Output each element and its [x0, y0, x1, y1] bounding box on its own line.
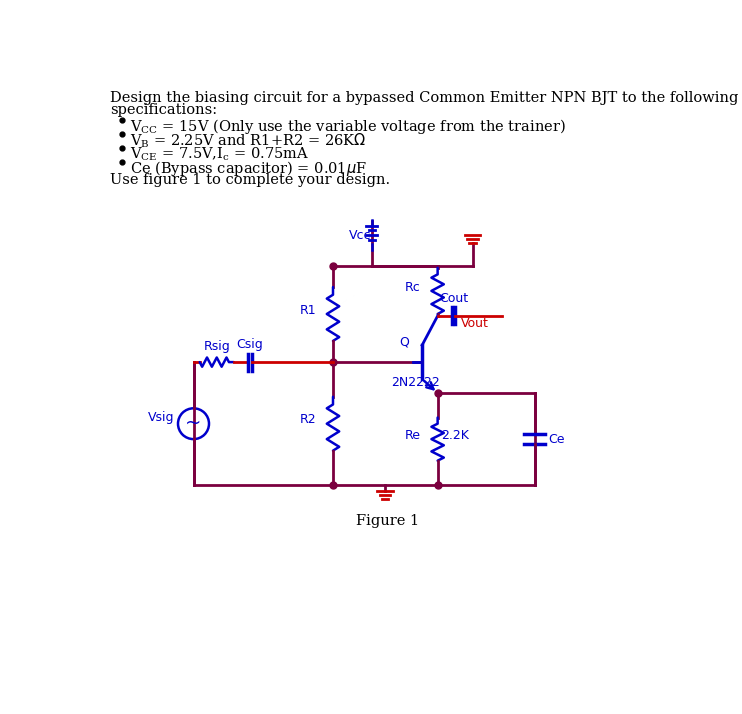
- Text: Vsig: Vsig: [148, 411, 175, 424]
- Text: specifications:: specifications:: [110, 104, 217, 117]
- Text: Re: Re: [404, 429, 421, 442]
- Text: 2N2222: 2N2222: [391, 376, 440, 389]
- Text: Cout: Cout: [439, 292, 468, 305]
- Text: V$_{\mathregular{CC}}$ = 15V (Only use the variable voltage from the trainer): V$_{\mathregular{CC}}$ = 15V (Only use t…: [130, 117, 566, 136]
- Text: V$_{\mathregular{B}}$ = 2.25V and R1+R2 = 26K$\Omega$: V$_{\mathregular{B}}$ = 2.25V and R1+R2 …: [130, 131, 367, 150]
- Text: Vcc: Vcc: [349, 228, 371, 241]
- Text: Use figure 1 to complete your design.: Use figure 1 to complete your design.: [110, 173, 390, 186]
- Text: R1: R1: [299, 303, 316, 316]
- Text: Ce (Bypass capacitor) = 0.01$\mu$F: Ce (Bypass capacitor) = 0.01$\mu$F: [130, 159, 367, 178]
- Text: Rc: Rc: [405, 281, 421, 293]
- Text: ~: ~: [186, 414, 202, 433]
- Text: Design the biasing circuit for a bypassed Common Emitter NPN BJT to the followin: Design the biasing circuit for a bypasse…: [110, 91, 738, 105]
- Text: 2.2K: 2.2K: [441, 429, 470, 442]
- Text: Ce: Ce: [548, 433, 565, 446]
- Text: Q: Q: [399, 336, 409, 348]
- Text: Vout: Vout: [461, 318, 489, 331]
- Text: R2: R2: [299, 413, 316, 426]
- Text: Csig: Csig: [236, 338, 263, 351]
- Text: Rsig: Rsig: [203, 340, 230, 353]
- Text: V$_{\mathregular{CE}}$ = 7.5V,I$_{\mathregular{c}}$ = 0.75mA: V$_{\mathregular{CE}}$ = 7.5V,I$_{\mathr…: [130, 145, 309, 163]
- Text: Figure 1: Figure 1: [355, 514, 418, 528]
